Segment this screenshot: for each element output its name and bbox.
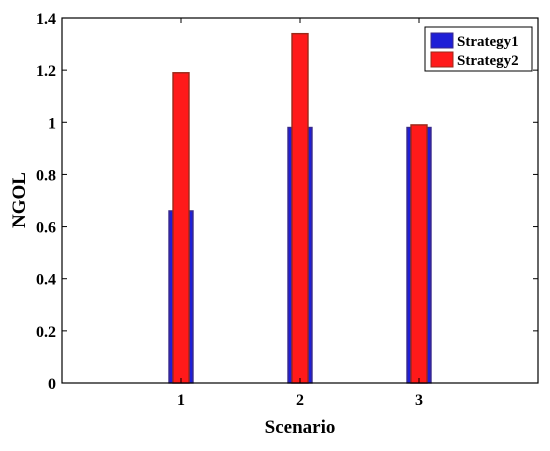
y-tick-label: 0.6 — [36, 220, 56, 237]
y-tick-label: 0.2 — [36, 324, 56, 341]
bars-group — [168, 32, 432, 384]
y-tick-label: 0 — [48, 376, 56, 393]
y-axis-ticks: 0 0.2 0.4 0.6 0.8 1 1.2 1.4 — [36, 11, 538, 393]
legend: Strategy1 Strategy2 — [424, 26, 533, 72]
legend-label-strategy1: Strategy1 — [457, 34, 519, 50]
y-tick-label: 0.4 — [36, 272, 56, 289]
y-tick-label: 1 — [48, 115, 56, 132]
legend-swatch-strategy1 — [430, 32, 454, 49]
x-tick-label: 1 — [177, 392, 185, 409]
x-axis-ticks: 1 2 3 — [177, 18, 423, 409]
y-tick-label: 1.2 — [36, 63, 56, 80]
legend-swatch-strategy2 — [430, 51, 454, 68]
y-axis-label: NGOL — [9, 172, 30, 228]
legend-label-strategy2: Strategy2 — [457, 53, 519, 69]
bar-strategy2-scenario-3 — [410, 124, 428, 384]
x-tick-label: 2 — [296, 392, 304, 409]
y-tick-label: 0.8 — [36, 167, 56, 184]
bar-strategy2-scenario-1 — [172, 72, 190, 384]
bar-strategy2-scenario-2 — [291, 32, 309, 384]
x-axis-label: Scenario — [265, 417, 336, 438]
y-tick-label: 1.4 — [36, 11, 56, 28]
x-tick-label: 3 — [415, 392, 423, 409]
